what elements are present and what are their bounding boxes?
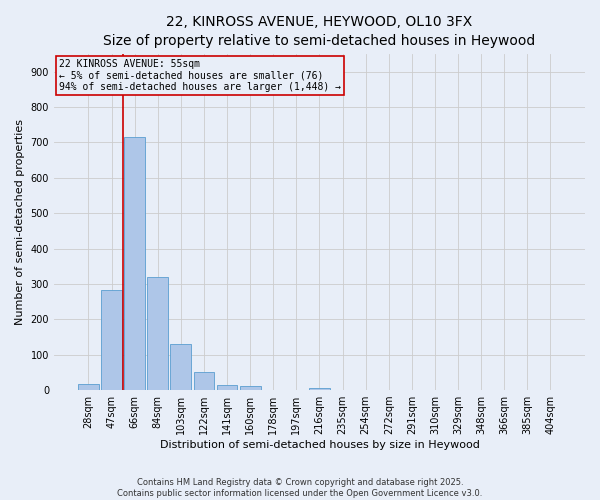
Bar [217, 385, 238, 390]
Bar [194, 372, 214, 390]
Bar [148, 277, 168, 390]
Bar [240, 386, 260, 390]
Bar [78, 384, 99, 390]
Y-axis label: Number of semi-detached properties: Number of semi-detached properties [15, 119, 25, 325]
X-axis label: Distribution of semi-detached houses by size in Heywood: Distribution of semi-detached houses by … [160, 440, 479, 450]
Bar [309, 388, 330, 390]
Bar [170, 344, 191, 390]
Text: 22 KINROSS AVENUE: 55sqm
← 5% of semi-detached houses are smaller (76)
94% of se: 22 KINROSS AVENUE: 55sqm ← 5% of semi-de… [59, 59, 341, 92]
Bar [101, 290, 122, 390]
Text: Contains HM Land Registry data © Crown copyright and database right 2025.
Contai: Contains HM Land Registry data © Crown c… [118, 478, 482, 498]
Title: 22, KINROSS AVENUE, HEYWOOD, OL10 3FX
Size of property relative to semi-detached: 22, KINROSS AVENUE, HEYWOOD, OL10 3FX Si… [103, 15, 536, 48]
Bar [124, 136, 145, 390]
